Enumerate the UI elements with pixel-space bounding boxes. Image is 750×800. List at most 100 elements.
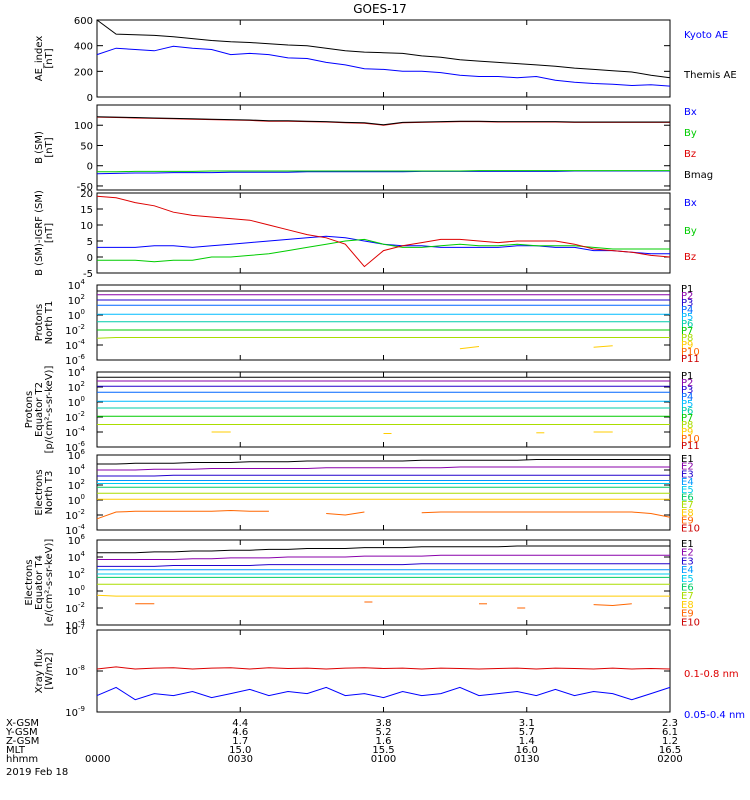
axis-row-value: 1.7 (232, 736, 248, 747)
y-tick-label: -5 (83, 269, 93, 280)
series-line-e2 (97, 554, 670, 560)
series-line-e3 (97, 474, 670, 477)
y-axis-label: [nT] (44, 137, 55, 157)
y-tick-label: 10-2 (65, 508, 85, 522)
y-axis-label: [p/(cm²-s-sr-keV)] (44, 366, 55, 454)
legend-e10: E10 (681, 523, 700, 534)
axis-row-value: 16.5 (659, 745, 681, 756)
legend-e3: E3 (681, 556, 694, 567)
legend-bz: Bz (684, 252, 696, 263)
axis-row-value: 1.6 (376, 736, 392, 747)
series-line-e9 (421, 511, 671, 518)
legend-p8: P8 (681, 333, 693, 344)
legend-e4: E4 (681, 477, 694, 488)
axis-row-value: 0000 (85, 754, 110, 765)
panel-bsm: -50 0 50 100 B (SM) [nT] Bx By Bz Bmag (34, 104, 713, 193)
panel-frame (96, 104, 671, 191)
legend-0-05-0-4-nm: 0.05-0.4 nm (684, 710, 745, 721)
y-tick-label: 104 (68, 365, 86, 379)
y-axis-label: North T1 (44, 301, 55, 345)
y-axis-label: Protons (24, 391, 35, 428)
y-tick-label: 10-7 (65, 623, 85, 637)
series-line-e2 (97, 466, 670, 471)
y-tick-label: 102 (68, 478, 85, 492)
y-tick-label: 104 (68, 463, 86, 477)
y-axis-label: Protons (34, 304, 45, 341)
y-tick-label: 104 (68, 278, 86, 292)
y-tick-label: 102 (68, 293, 85, 307)
y-tick-label: 600 (74, 16, 93, 27)
y-tick-label: 10-4 (65, 425, 85, 439)
panel-bdiff: -5 0 5 10 15 20 B (SM)-IGRF (SM) [nT] Bx By Bz (34, 189, 697, 280)
panel-frame (96, 371, 671, 448)
series-line-e1 (97, 545, 670, 554)
axis-row-value: 1.2 (662, 736, 678, 747)
y-tick-label: 106 (68, 448, 86, 462)
y-tick-label: 10-2 (65, 601, 85, 615)
y-axis-label: North T3 (44, 471, 55, 515)
y-tick-label: 0 (87, 162, 93, 173)
y-tick-label: 104 (68, 550, 86, 564)
y-tick-label: 0 (87, 93, 93, 104)
y-axis-label: [nT] (44, 223, 55, 243)
series-line-0-05-0-4-nm (96, 686, 671, 701)
axis-row-value: 6.1 (662, 727, 678, 738)
series-line-e3 (97, 563, 670, 567)
y-axis-label: Equator T2 (34, 382, 45, 437)
series-line-p9 (593, 345, 613, 348)
legend-e5: E5 (681, 485, 694, 496)
axis-row-label: hhmm (6, 754, 38, 765)
y-axis-label: [e/(cm²-s-sr-keV)] (44, 539, 55, 627)
y-tick-label: 0 (87, 253, 93, 264)
legend-e1: E1 (681, 454, 694, 465)
axis-row-value: 2.3 (662, 718, 678, 729)
y-axis-label: [nT] (44, 48, 55, 68)
series-line-p9 (459, 346, 480, 350)
legend-p11: P11 (681, 441, 700, 452)
axis-row-value: 15.5 (372, 745, 394, 756)
y-tick-label: 10 (80, 221, 93, 232)
legend-e8: E8 (681, 600, 694, 611)
legend-p10: P10 (681, 434, 700, 445)
axis-row-value: 15.0 (229, 745, 251, 756)
panel-frame (96, 284, 671, 361)
y-tick-label: 10-4 (65, 338, 85, 352)
legend-e1: E1 (681, 539, 694, 550)
date-label: 2019 Feb 18 (6, 767, 68, 778)
series-line-by (97, 170, 670, 173)
legend-p3: P3 (681, 298, 693, 309)
legend-p7: P7 (681, 413, 693, 424)
y-tick-label: 106 (68, 533, 86, 547)
panel-ae: 0 200 400 600 AE_index [nT] Kyoto AE Themis AE (34, 16, 737, 104)
y-tick-label: 10-2 (65, 323, 85, 337)
legend-p8: P8 (681, 420, 693, 431)
axis-row-label: MLT (6, 745, 26, 756)
y-tick-label: 10-8 (65, 664, 85, 678)
series-line-by (97, 238, 670, 263)
legend-0-1-0-8-nm: 0.1-0.8 nm (684, 669, 739, 680)
y-tick-label: 100 (68, 493, 85, 507)
series-line-themis-ae (96, 19, 671, 79)
y-axis-label: [W/m2] (44, 652, 55, 689)
axis-row-value: 0030 (228, 754, 253, 765)
y-tick-label: 20 (80, 189, 93, 200)
panel-frame (96, 19, 671, 98)
axis-row-value: 3.1 (519, 718, 535, 729)
y-tick-label: 400 (74, 42, 93, 53)
legend-p4: P4 (681, 305, 693, 316)
legend-p9: P9 (681, 340, 693, 351)
legend-p4: P4 (681, 392, 693, 403)
axis-row-value: 5.2 (376, 727, 392, 738)
plot-title: GOES-17 (353, 2, 407, 16)
series-line-e9 (593, 603, 632, 607)
series-line-e8 (96, 594, 670, 597)
y-tick-label: 5 (87, 237, 93, 248)
y-tick-label: 100 (68, 308, 85, 322)
axis-row-value: 3.8 (376, 718, 392, 729)
legend-p10: P10 (681, 347, 700, 358)
y-tick-label: 102 (68, 567, 85, 581)
legend-e9: E9 (681, 516, 694, 527)
axis-row-value: 5.7 (519, 727, 535, 738)
